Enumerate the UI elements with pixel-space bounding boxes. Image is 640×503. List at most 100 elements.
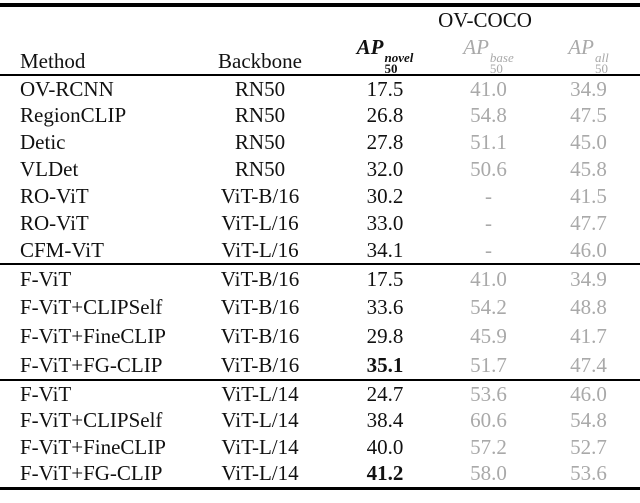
ap-novel-cell: 30.2 [366,184,404,208]
ap-all-cell: 45.0 [570,130,607,154]
ap-base-cell: - [485,211,492,235]
ap-all-label: AP all 50 [568,35,609,76]
table-row: F-ViT+CLIPSelf ViT-B/16 33.6 54.2 48.8 [0,293,640,322]
ap-all-cell: 41.7 [570,324,607,348]
table-row: F-ViT+CLIPSelf ViT-L/14 38.4 60.6 54.8 [0,407,640,434]
ap-all-cell: 47.4 [570,352,607,377]
method-cell: F-ViT+FineCLIP [20,324,166,348]
backbone-cell: ViT-L/14 [221,408,299,432]
table-row: OV-RCNN RN50 17.5 41.0 34.9 [0,75,640,102]
table-row: F-ViT ViT-L/14 24.7 53.6 46.0 [0,380,640,407]
method-cell: F-ViT [20,266,72,291]
backbone-cell: ViT-L/16 [221,237,299,262]
ap-all-cell: 34.9 [570,76,607,101]
table-row: F-ViT+FG-CLIP ViT-L/14 41.2 58.0 53.6 [0,461,640,488]
method-cell: RO-ViT [20,184,89,208]
backbone-cell: ViT-L/14 [221,435,299,459]
method-cell: CFM-ViT [20,237,104,262]
ap-base-cell: 57.2 [470,435,507,459]
ap-novel-cell: 24.7 [366,381,404,406]
ap-novel-cell: 32.0 [366,157,404,181]
ap-all-cell: 34.9 [570,266,607,291]
ap-all-cell: 54.8 [570,408,607,432]
ap-all-cell: 47.7 [570,211,607,235]
ap-all-cell: 52.7 [570,435,607,459]
method-cell: RegionCLIP [20,103,127,127]
ap-novel-cell: 38.4 [366,408,404,432]
ap-base-cell: 41.0 [470,76,507,101]
table-row: RegionCLIP RN50 26.8 54.8 47.5 [0,102,640,129]
backbone-cell: RN50 [234,130,286,154]
table-header: Method Backbone OV-COCO AP novel 50 AP base… [0,5,640,75]
ap-base-cell: 53.6 [470,381,507,406]
table-row: RO-ViT ViT-L/16 33.0 - 47.7 [0,210,640,237]
ap-all-cell: 41.5 [570,184,607,208]
backbone-cell: ViT-B/16 [220,352,300,377]
ap-novel-cell: 33.6 [366,295,404,319]
ap-all-cell: 47.5 [570,103,607,127]
header-row-group: Method Backbone OV-COCO [0,5,640,73]
ap-base-cell: 58.0 [470,461,507,486]
ap-novel-cell: 17.5 [366,76,404,101]
table-row: F-ViT+FineCLIP ViT-B/16 29.8 45.9 41.7 [0,322,640,351]
ap-base-cell: 51.7 [470,352,507,377]
header-row-metrics: AP novel 50 AP base 50 AP all 50 [0,33,640,75]
table-group-vitb16: F-ViT ViT-B/16 17.5 41.0 34.9 F-ViT+CLIP… [0,264,640,380]
ap-novel-cell: 33.0 [366,211,404,235]
backbone-cell: ViT-L/14 [221,381,299,406]
method-cell: F-ViT [20,381,72,406]
backbone-cell: RN50 [234,76,286,101]
method-cell: VLDet [20,157,79,181]
ap-base-cell: 50.6 [470,157,507,181]
ap-base-cell: 41.0 [470,266,507,291]
ap-base-cell: 45.9 [470,324,507,348]
col-header-ap-base: AP base 50 [440,33,537,75]
method-cell: F-ViT+CLIPSelf [20,408,163,432]
ap-all-cell: 53.6 [570,461,607,486]
ov-coco-results-table: Method Backbone OV-COCO AP novel 50 AP base… [0,3,640,490]
ap-all-cell: 45.8 [570,157,607,181]
backbone-cell: ViT-B/16 [220,324,300,348]
ap-all-cell: 46.0 [570,381,607,406]
ap-novel-cell: 17.5 [366,266,404,291]
method-cell: OV-RCNN [20,76,114,101]
table-group-vitl14: F-ViT ViT-L/14 24.7 53.6 46.0 F-ViT+CLIP… [0,380,640,488]
ap-novel-cell: 35.1 [366,352,404,377]
backbone-cell: ViT-L/16 [221,211,299,235]
col-header-method: Method [20,49,86,73]
table-row: CFM-ViT ViT-L/16 34.1 - 46.0 [0,237,640,264]
ap-base-cell: - [485,237,492,262]
ap-novel-cell: 41.2 [366,461,404,486]
ap-novel-cell: 40.0 [366,435,404,459]
ap-base-cell: 60.6 [470,408,507,432]
ap-base-cell: 54.8 [470,103,507,127]
group-header-ov-coco: OV-COCO [438,8,532,32]
backbone-cell: ViT-B/16 [220,295,300,319]
ap-novel-cell: 27.8 [366,130,404,154]
ap-novel-label: AP novel 50 [356,35,414,76]
ap-base-label: AP base 50 [463,35,514,76]
backbone-cell: RN50 [234,103,286,127]
table-row: F-ViT+FG-CLIP ViT-B/16 35.1 51.7 47.4 [0,351,640,380]
ap-base-cell: 51.1 [470,130,507,154]
ap-novel-cell: 34.1 [366,237,404,262]
ap-base-cell: - [485,184,492,208]
method-cell: Detic [20,130,66,154]
col-header-ap-novel: AP novel 50 [330,33,440,75]
backbone-cell: ViT-B/16 [220,266,300,291]
table-group-baselines: OV-RCNN RN50 17.5 41.0 34.9 RegionCLIP R… [0,75,640,264]
table-row: F-ViT+FineCLIP ViT-L/14 40.0 57.2 52.7 [0,434,640,461]
method-cell: F-ViT+CLIPSelf [20,295,163,319]
table-row: VLDet RN50 32.0 50.6 45.8 [0,156,640,183]
backbone-cell: RN50 [234,157,286,181]
ap-base-cell: 54.2 [470,295,507,319]
method-cell: RO-ViT [20,211,89,235]
backbone-cell: ViT-B/16 [220,184,300,208]
backbone-cell: ViT-L/14 [221,461,299,486]
col-header-ap-all: AP all 50 [537,33,640,75]
ap-novel-cell: 26.8 [366,103,404,127]
method-cell: F-ViT+FG-CLIP [20,461,163,486]
method-cell: F-ViT+FG-CLIP [20,352,163,377]
ap-all-cell: 46.0 [570,237,607,262]
table-row: RO-ViT ViT-B/16 30.2 - 41.5 [0,183,640,210]
